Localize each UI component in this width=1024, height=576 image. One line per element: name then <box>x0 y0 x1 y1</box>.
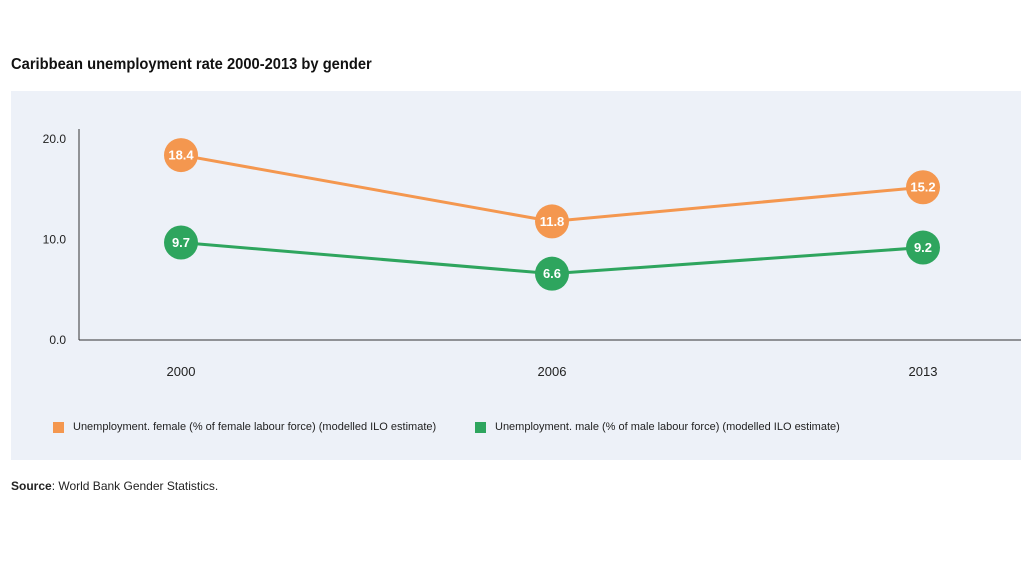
y-tick-label: 20.0 <box>43 132 67 146</box>
data-point-male <box>906 230 940 265</box>
data-point-female <box>164 138 198 173</box>
source-text: : World Bank Gender Statistics. <box>51 479 219 493</box>
data-label-female: 18.4 <box>168 148 194 163</box>
data-label-male: 9.7 <box>172 235 190 250</box>
chart-title: Caribbean unemployment rate 2000-2013 by… <box>11 56 372 73</box>
source-note: Source: World Bank Gender Statistics. <box>11 479 218 493</box>
legend-label-female: Unemployment. female (% of female labour… <box>73 421 437 433</box>
legend-item-male: Unemployment. male (% of male labour for… <box>475 420 840 434</box>
data-label-male: 9.2 <box>914 240 932 255</box>
x-tick-label: 2000 <box>167 364 196 379</box>
data-point-female <box>535 204 569 239</box>
y-tick-label: 0.0 <box>49 333 66 347</box>
legend-item-female: Unemployment. female (% of female labour… <box>53 420 436 434</box>
data-point-male <box>535 256 569 291</box>
data-label-female: 15.2 <box>910 180 935 195</box>
legend-label-male: Unemployment. male (% of male labour for… <box>495 421 840 433</box>
data-point-male <box>164 225 198 260</box>
data-label-female: 11.8 <box>540 214 565 229</box>
y-tick-label: 10.0 <box>43 233 67 247</box>
data-point-female <box>906 170 940 205</box>
legend-swatch-male <box>475 421 486 433</box>
source-label: Source <box>11 479 52 493</box>
x-tick-label: 2006 <box>538 364 567 379</box>
x-tick-label: 2013 <box>909 364 938 379</box>
legend-swatch-female <box>53 421 64 433</box>
data-label-male: 6.6 <box>543 266 561 281</box>
